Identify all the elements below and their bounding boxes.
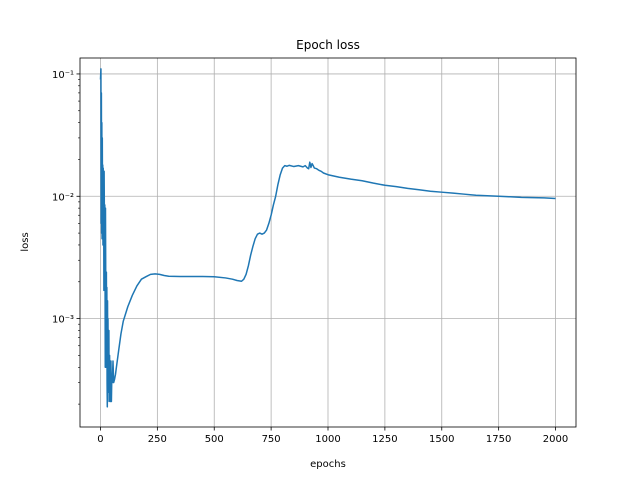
x-tick-label: 250 — [148, 434, 167, 445]
x-tick-label: 750 — [262, 434, 281, 445]
y-tick-label: 10⁻² — [52, 192, 74, 203]
x-axis-label: epochs — [310, 459, 346, 470]
x-tick-label: 1750 — [486, 434, 511, 445]
chart-title: Epoch loss — [296, 38, 360, 52]
y-axis-label: loss — [20, 232, 31, 251]
loss-series-line — [99, 68, 556, 408]
x-tick-label: 500 — [205, 434, 224, 445]
y-tick-label: 10⁻¹ — [52, 70, 74, 81]
x-tick-label: 1250 — [372, 434, 397, 445]
x-tick-label: 1500 — [429, 434, 454, 445]
x-tick-label: 1000 — [315, 434, 340, 445]
grid-layer — [80, 58, 576, 427]
x-tick-label: 2000 — [543, 434, 568, 445]
y-tick-label: 10⁻³ — [52, 315, 74, 326]
x-tick-label: 0 — [97, 434, 103, 445]
tick-layer: 0 250 500 750 1000 1250 1500 1750 2000 10⁻³ 10⁻² 10… — [52, 70, 568, 445]
series-layer — [99, 68, 556, 408]
